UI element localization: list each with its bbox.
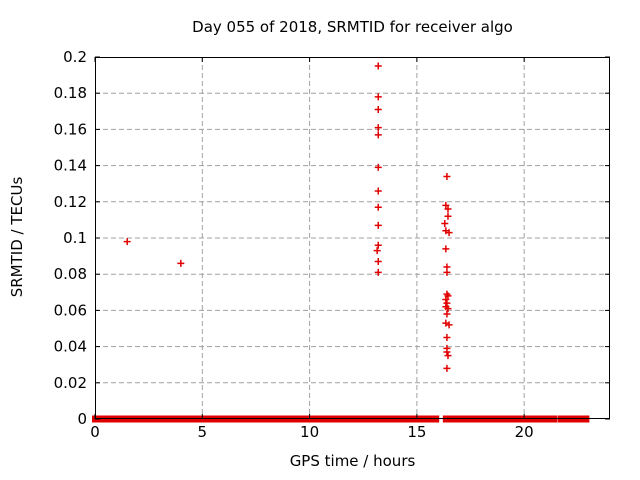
chart-title: Day 055 of 2018, SRMTID for receiver alg… xyxy=(192,18,513,36)
y-tick-label: 0.12 xyxy=(54,193,87,211)
x-tick-label: 5 xyxy=(198,423,208,441)
x-tick-label: 20 xyxy=(515,423,534,441)
y-tick-label: 0 xyxy=(77,410,87,428)
gridlines xyxy=(95,57,610,419)
y-tick-label: 0.2 xyxy=(63,48,87,66)
data-points xyxy=(123,62,453,372)
y-tick-label: 0.08 xyxy=(54,265,87,283)
x-axis-title: GPS time / hours xyxy=(289,452,416,470)
tick-labels: 0 5 10 15 20 0 0.02 0.04 0.06 0.08 0.1 0.12 0.14 0.16… xyxy=(54,48,534,441)
x-tick-label: 10 xyxy=(300,423,319,441)
y-tick-label: 0.04 xyxy=(54,338,87,356)
x-tick-label: 0 xyxy=(90,423,100,441)
y-tick-label: 0.1 xyxy=(63,229,87,247)
y-tick-label: 0.02 xyxy=(54,374,87,392)
y-tick-label: 0.06 xyxy=(54,301,87,319)
y-tick-label: 0.14 xyxy=(54,157,87,175)
y-tick-label: 0.18 xyxy=(54,84,87,102)
y-tick-label: 0.16 xyxy=(54,120,87,138)
x-tick-label: 15 xyxy=(407,423,426,441)
axis-ticks xyxy=(94,56,610,420)
